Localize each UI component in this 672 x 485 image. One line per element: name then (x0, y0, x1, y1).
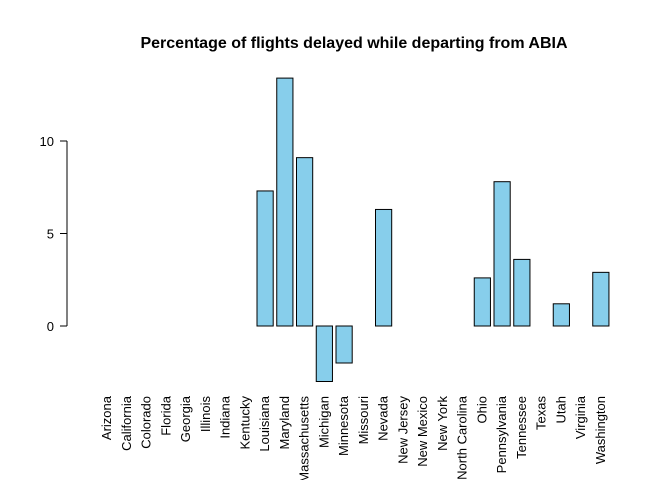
x-category-label: Texas (534, 396, 549, 430)
y-axis: 0 5 10 (40, 134, 67, 334)
x-category-label: Georgia (178, 395, 193, 442)
x-category-label: Nevada (376, 395, 391, 441)
x-category-label: Virginia (573, 395, 588, 439)
x-category-label: Minnesota (336, 395, 351, 456)
bar (336, 326, 352, 363)
x-category-label: Kentucky (237, 396, 252, 450)
x-category-label: New Mexico (415, 396, 430, 467)
bar (257, 191, 273, 326)
x-category-label: Pennsylvania (494, 395, 509, 473)
bar (297, 158, 313, 326)
x-category-label: New York (435, 396, 450, 451)
bar (494, 182, 510, 326)
x-category-label: North Carolina (455, 395, 470, 480)
bar (474, 278, 490, 326)
bar (376, 209, 392, 326)
x-category-label: Washington (593, 396, 608, 464)
chart-title: Percentage of flights delayed while depa… (140, 35, 567, 52)
x-category-label: Illinois (198, 396, 213, 433)
x-category-label: California (119, 395, 134, 451)
y-tick-label: 0 (47, 319, 54, 334)
x-category-label: Michigan (316, 396, 331, 448)
x-category-label: Indiana (218, 395, 233, 438)
y-tick-label: 10 (40, 134, 54, 149)
bars (99, 78, 609, 381)
x-category-label: New Jersey (395, 396, 410, 464)
y-tick-label: 5 (47, 227, 54, 242)
x-category-label: Missouri (356, 396, 371, 445)
x-category-label: Ohio (474, 396, 489, 423)
x-axis-labels: Arizona California Colorado Florida Georgia I… (99, 395, 608, 480)
x-category-label: Massachusetts (297, 396, 312, 480)
bar (553, 304, 569, 326)
x-category-label: Utah (553, 396, 568, 423)
bar (514, 259, 530, 326)
x-category-label: Colorado (139, 396, 154, 449)
x-category-label: Louisiana (257, 395, 272, 451)
x-category-label: Florida (158, 395, 173, 436)
x-category-label: Tennessee (514, 396, 529, 459)
bar (593, 272, 609, 326)
bar (316, 326, 332, 382)
bar (277, 78, 293, 326)
x-category-label: Arizona (99, 395, 114, 440)
x-category-label: Maryland (277, 396, 292, 449)
